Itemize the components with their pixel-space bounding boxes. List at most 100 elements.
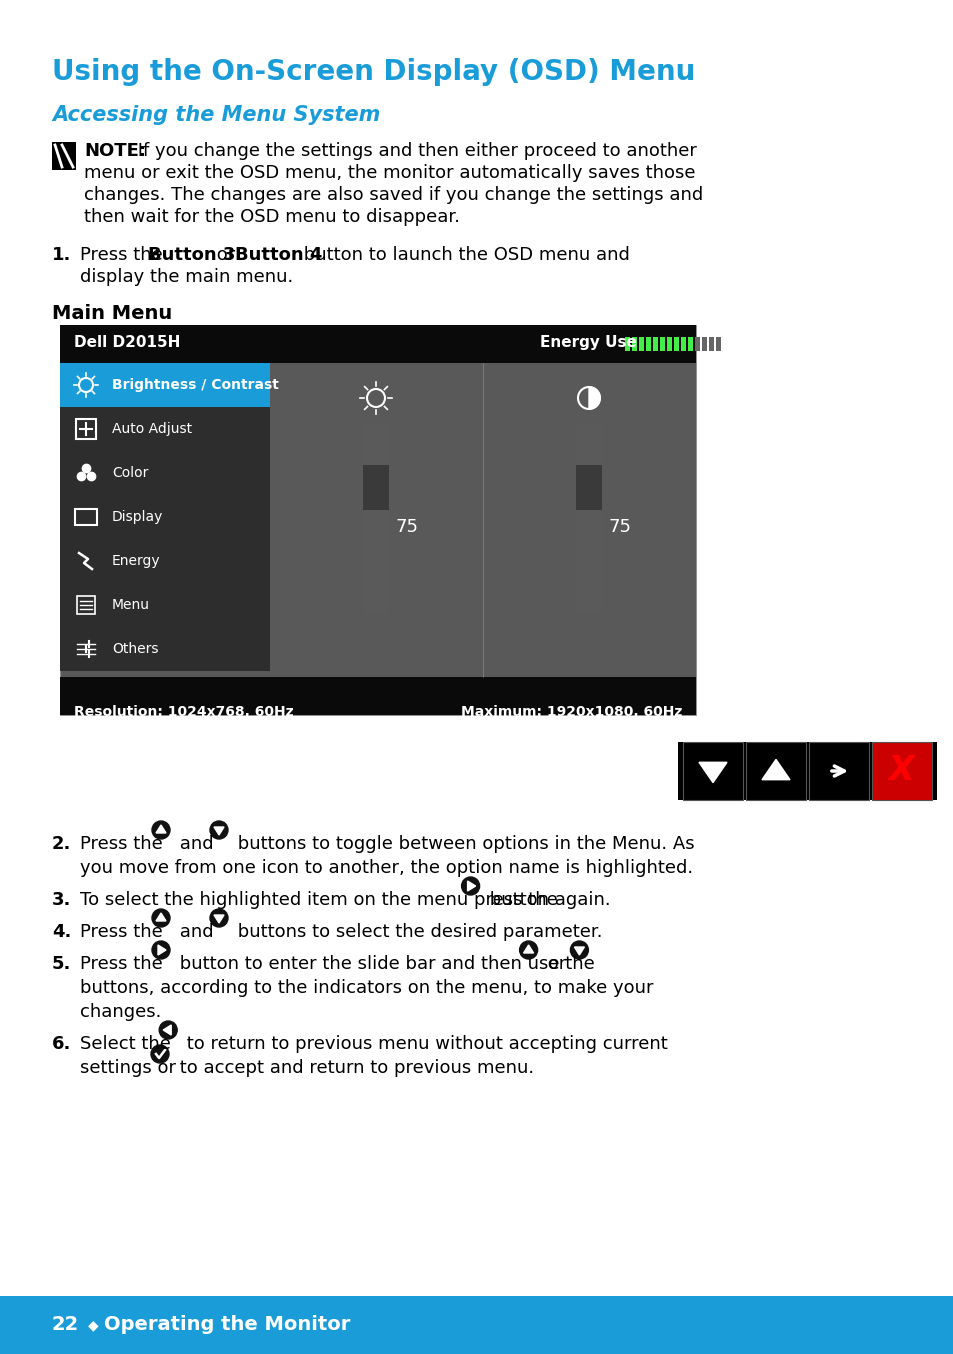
Bar [808, 742, 868, 800]
Bar [576, 464, 601, 510]
Circle shape [159, 1021, 177, 1039]
Bar [60, 451, 270, 496]
Text: Press the: Press the [80, 835, 169, 853]
Polygon shape [467, 881, 476, 891]
Text: 75: 75 [608, 519, 631, 536]
Bar [708, 337, 713, 351]
Text: Press the: Press the [80, 246, 169, 264]
Bar [60, 325, 696, 363]
Text: Brightness / Contrast: Brightness / Contrast [112, 378, 278, 393]
Polygon shape [523, 945, 533, 953]
Bar [701, 337, 706, 351]
Text: Select the: Select the [80, 1034, 176, 1053]
Bar [60, 363, 270, 408]
Polygon shape [699, 762, 726, 783]
Text: Dell D2015H: Dell D2015H [74, 334, 180, 349]
Text: Menu: Menu [112, 598, 150, 612]
Bar [745, 742, 805, 800]
Bar [659, 337, 664, 351]
Text: button again.: button again. [483, 891, 610, 909]
Bar [60, 627, 270, 672]
Text: Display: Display [112, 510, 163, 524]
Text: to return to previous menu without accepting current: to return to previous menu without accep… [181, 1034, 667, 1053]
Bar [60, 496, 270, 539]
Text: Others: Others [112, 642, 158, 655]
Text: buttons to select the desired parameter.: buttons to select the desired parameter. [232, 923, 602, 941]
Bar [76, 418, 96, 439]
Text: 4.: 4. [52, 923, 71, 941]
Text: 6.: 6. [52, 1034, 71, 1053]
Bar [363, 422, 389, 613]
Polygon shape [156, 825, 166, 833]
Text: buttons, according to the indicators on the menu, to make your: buttons, according to the indicators on … [80, 979, 653, 997]
Bar [666, 337, 671, 351]
Bar [695, 337, 700, 351]
Text: changes.: changes. [80, 1003, 161, 1021]
Text: Energy: Energy [112, 554, 160, 567]
Circle shape [152, 941, 170, 959]
Text: display the main menu.: display the main menu. [80, 268, 293, 286]
Text: Button 3: Button 3 [148, 246, 235, 264]
Text: and: and [173, 835, 219, 853]
Text: or: or [211, 246, 241, 264]
Text: Energy Use: Energy Use [539, 334, 637, 349]
Text: Operating the Monitor: Operating the Monitor [104, 1316, 350, 1335]
Text: to accept and return to previous menu.: to accept and return to previous menu. [173, 1059, 534, 1076]
Circle shape [210, 909, 228, 927]
Bar [652, 337, 658, 351]
Bar [624, 337, 629, 351]
Text: Color: Color [112, 466, 149, 481]
Bar [60, 677, 696, 715]
Text: 75: 75 [395, 519, 418, 536]
Bar [75, 509, 97, 525]
Circle shape [210, 821, 228, 839]
Bar [631, 337, 637, 351]
Bar [687, 337, 692, 351]
Text: menu or exit the OSD menu, the monitor automatically saves those: menu or exit the OSD menu, the monitor a… [84, 164, 695, 181]
Text: Resolution: 1024x768, 60Hz: Resolution: 1024x768, 60Hz [74, 705, 294, 719]
Bar [52, 142, 76, 171]
Text: button to enter the slide bar and then use the: button to enter the slide bar and then u… [173, 955, 599, 974]
Text: changes. The changes are also saved if you change the settings and: changes. The changes are also saved if y… [84, 185, 702, 204]
Text: Using the On-Screen Display (OSD) Menu: Using the On-Screen Display (OSD) Menu [52, 58, 695, 87]
Polygon shape [574, 946, 584, 955]
Text: Press the: Press the [80, 923, 169, 941]
Polygon shape [156, 913, 166, 921]
Text: settings or: settings or [80, 1059, 182, 1076]
Bar [60, 325, 696, 715]
Text: If you change the settings and then either proceed to another: If you change the settings and then eith… [132, 142, 696, 160]
Text: To select the highlighted item on the menu press the: To select the highlighted item on the me… [80, 891, 563, 909]
Circle shape [461, 877, 479, 895]
Text: 2.: 2. [52, 835, 71, 853]
Polygon shape [761, 760, 789, 780]
Bar [680, 337, 685, 351]
Bar [716, 337, 720, 351]
Polygon shape [213, 915, 224, 923]
Bar [576, 422, 601, 613]
Text: 3.: 3. [52, 891, 71, 909]
Bar [60, 584, 270, 627]
Text: Press the: Press the [80, 955, 169, 974]
Bar [682, 742, 742, 800]
Text: you move from one icon to another, the option name is highlighted.: you move from one icon to another, the o… [80, 858, 693, 877]
Circle shape [519, 941, 537, 959]
Text: ◆: ◆ [88, 1317, 98, 1332]
Circle shape [152, 821, 170, 839]
Polygon shape [158, 945, 166, 955]
Bar [77, 596, 95, 613]
Polygon shape [163, 1025, 171, 1034]
Circle shape [152, 909, 170, 927]
Text: NOTE:: NOTE: [84, 142, 146, 160]
Bar [60, 408, 270, 451]
Text: and: and [173, 923, 219, 941]
Bar [645, 337, 650, 351]
Text: then wait for the OSD menu to disappear.: then wait for the OSD menu to disappear. [84, 209, 459, 226]
Text: Auto Adjust: Auto Adjust [112, 422, 192, 436]
Text: Maximum: 1920x1080, 60Hz: Maximum: 1920x1080, 60Hz [460, 705, 681, 719]
Bar [673, 337, 679, 351]
Bar [0, 1296, 953, 1354]
Text: buttons to toggle between options in the Menu. As: buttons to toggle between options in the… [232, 835, 694, 853]
Polygon shape [213, 827, 224, 835]
Text: 5.: 5. [52, 955, 71, 974]
Bar [678, 742, 936, 800]
